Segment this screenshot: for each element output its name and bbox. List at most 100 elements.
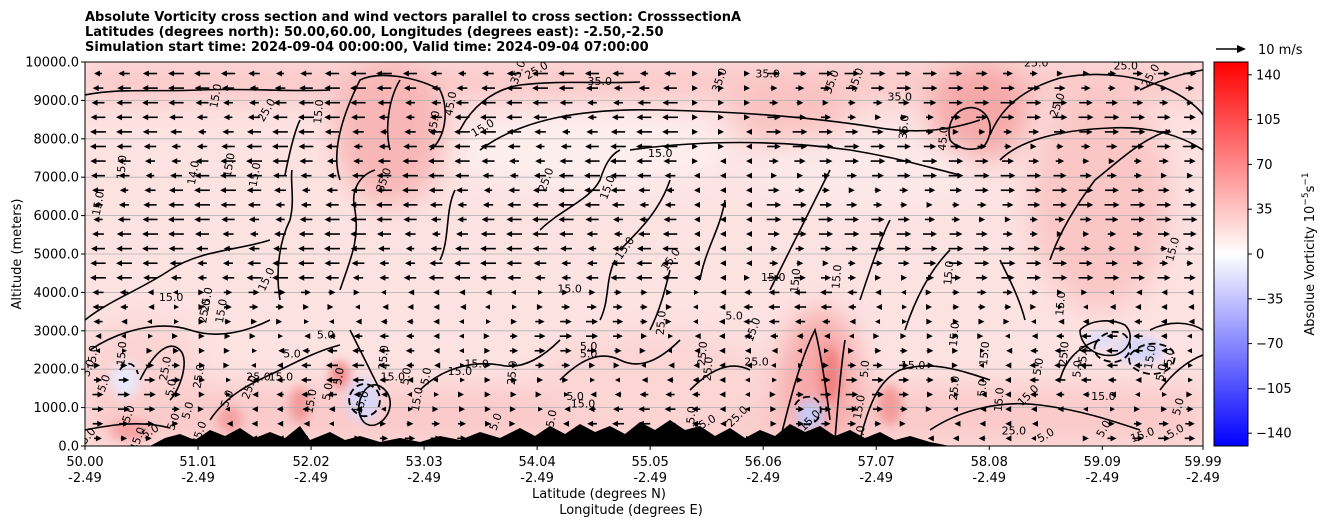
wind-vector: [1108, 245, 1116, 252]
wind-vector: [558, 201, 574, 208]
wind-vector: [770, 406, 777, 413]
wind-vector: [1160, 172, 1167, 179]
wind-vector: [353, 333, 363, 340]
wind-vector: [172, 406, 180, 413]
wind-vector: [144, 391, 156, 398]
wind-vector: [951, 274, 961, 281]
wind-vector: [927, 435, 934, 442]
wind-vector: [848, 187, 855, 194]
wind-vector: [1001, 158, 1015, 165]
wind-vector: [428, 172, 444, 179]
wind-vector: [1161, 362, 1168, 369]
colorbar-tick-label: 70: [1256, 158, 1273, 173]
wind-vector: [429, 201, 443, 208]
wind-vector: [406, 318, 414, 325]
wind-vector: [980, 391, 987, 398]
wind-vector: [1003, 128, 1013, 135]
wind-vector: [793, 289, 807, 296]
contour-label: 25.0: [196, 298, 213, 324]
wind-vector: [94, 70, 102, 77]
wind-vector: [506, 231, 522, 238]
wind-vector: [407, 376, 414, 383]
wind-vector: [221, 85, 235, 92]
wind-vector: [220, 201, 236, 208]
x-tick-label-lat: 52.02: [292, 455, 329, 470]
wind-vector: [613, 333, 623, 340]
wind-vector: [1029, 289, 1039, 296]
x-tick-label-lon: -2.49: [1085, 471, 1119, 486]
wind-vector: [246, 187, 262, 194]
contour-label: 15.0: [977, 341, 992, 367]
wind-vector: [1003, 318, 1010, 325]
wind-vector: [1134, 85, 1141, 92]
wind-vector: [433, 333, 440, 340]
wind-vector: [974, 245, 990, 252]
wind-vector: [168, 85, 184, 92]
wind-vector: [872, 128, 884, 135]
wind-vector: [720, 231, 726, 238]
wind-vector: [377, 99, 391, 106]
colorbar-label-exponent: −5: [1301, 192, 1311, 205]
wind-vector: [299, 158, 313, 165]
colorbar: 140 105 70 35 0 −35 −70 −105 −140 Absolue Vortic…: [1213, 61, 1318, 447]
wind-vector: [1188, 303, 1195, 310]
wind-vector: [768, 70, 780, 77]
wind-vector: [274, 187, 286, 194]
wind-vector: [585, 85, 599, 92]
wind-vector: [170, 172, 182, 179]
contour-label: 15.0: [829, 264, 844, 290]
wind-vector: [298, 128, 314, 135]
wind-vector: [328, 333, 336, 340]
wind-vector: [719, 303, 726, 310]
wind-vector: [324, 216, 340, 223]
wind-vector: [873, 260, 883, 267]
contour-labels: 35.035.025.0 25.0 25.035.0 35.0 35.025.035.0…: [85, 62, 1187, 446]
wind-vector: [483, 333, 490, 340]
wind-vector: [510, 333, 518, 340]
wind-vector: [458, 406, 466, 413]
wind-vector: [1030, 70, 1038, 77]
wind-vector: [980, 406, 987, 413]
x-tick-label-lon: -2.49: [859, 471, 893, 486]
wind-vector: [636, 128, 652, 135]
wind-vector: [273, 99, 287, 106]
wind-vector: [792, 143, 808, 150]
wind-vector: [298, 260, 314, 267]
wind-vector: [1188, 377, 1193, 383]
wind-vector: [1078, 187, 1094, 194]
wind-vector: [767, 114, 781, 121]
wind-vector: [614, 289, 622, 296]
wind-vector: [847, 274, 857, 281]
wind-vector: [694, 289, 699, 295]
wind-vector: [486, 319, 491, 325]
wind-vector: [1134, 172, 1142, 179]
wind-vector: [430, 70, 442, 77]
wind-vector: [638, 231, 650, 238]
contour-label: 15.0: [409, 386, 426, 412]
wind-vector: [824, 348, 829, 354]
wind-vector: [142, 216, 158, 223]
wind-vector: [1027, 245, 1041, 252]
wind-vector: [506, 128, 522, 135]
wind-vector: [146, 347, 153, 354]
contour-label: 5.0: [566, 390, 584, 403]
wind-vector: [640, 333, 648, 340]
contour-label: 45.0: [442, 90, 459, 116]
wind-vector: [949, 187, 963, 194]
wind-vector: [428, 143, 444, 150]
wind-vector: [694, 216, 700, 223]
wind-vector: [614, 347, 622, 354]
wind-vector: [948, 172, 964, 179]
wind-vector: [431, 231, 441, 238]
wind-vector: [223, 289, 233, 296]
wind-vector: [350, 70, 366, 77]
wind-vector: [1182, 216, 1198, 223]
wind-vector: [1159, 99, 1169, 106]
wind-vector: [328, 406, 336, 413]
wind-vector: [952, 318, 959, 325]
plot-area: 35.035.025.0 25.0 25.035.0 35.0 35.025.035.0…: [84, 61, 1204, 447]
wind-vector: [403, 216, 417, 223]
wind-vector: [480, 231, 496, 238]
wind-vector: [145, 435, 152, 442]
x-tick-label-lat: 53.03: [405, 455, 442, 470]
